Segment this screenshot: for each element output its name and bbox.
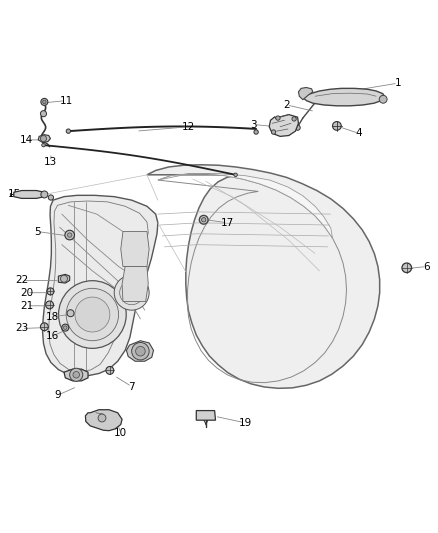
Text: 22: 22	[15, 276, 28, 286]
Ellipse shape	[295, 125, 300, 130]
Ellipse shape	[48, 195, 53, 200]
Ellipse shape	[67, 310, 74, 317]
Ellipse shape	[199, 215, 208, 224]
Polygon shape	[147, 165, 380, 389]
Polygon shape	[269, 115, 298, 136]
Polygon shape	[85, 410, 122, 431]
Ellipse shape	[62, 324, 69, 331]
Text: 13: 13	[44, 157, 57, 167]
Ellipse shape	[75, 297, 110, 332]
Ellipse shape	[276, 116, 280, 120]
Polygon shape	[127, 341, 153, 361]
Text: 21: 21	[20, 301, 34, 311]
Text: 10: 10	[114, 429, 127, 438]
Text: 9: 9	[54, 390, 61, 400]
Polygon shape	[14, 190, 44, 198]
Ellipse shape	[120, 281, 144, 305]
Ellipse shape	[70, 368, 83, 381]
Ellipse shape	[106, 367, 114, 374]
Ellipse shape	[42, 100, 46, 103]
Ellipse shape	[332, 122, 341, 130]
Ellipse shape	[136, 346, 145, 356]
Ellipse shape	[73, 372, 80, 378]
Ellipse shape	[41, 99, 48, 106]
Ellipse shape	[292, 117, 296, 121]
Polygon shape	[196, 410, 215, 420]
Ellipse shape	[65, 230, 74, 240]
Ellipse shape	[41, 191, 48, 198]
Ellipse shape	[64, 326, 67, 329]
Ellipse shape	[40, 111, 46, 117]
Ellipse shape	[66, 129, 71, 133]
Polygon shape	[298, 87, 313, 100]
Text: 3: 3	[251, 119, 257, 130]
Ellipse shape	[47, 288, 54, 295]
Ellipse shape	[42, 143, 45, 147]
Polygon shape	[122, 266, 148, 302]
Polygon shape	[58, 274, 70, 283]
Ellipse shape	[98, 414, 106, 422]
Ellipse shape	[114, 275, 149, 310]
Ellipse shape	[234, 173, 237, 176]
Text: 18: 18	[46, 312, 59, 322]
Ellipse shape	[67, 233, 72, 237]
Text: 11: 11	[60, 95, 73, 106]
Polygon shape	[42, 195, 158, 376]
Text: 7: 7	[128, 382, 135, 392]
Ellipse shape	[59, 281, 126, 349]
Text: 6: 6	[423, 262, 430, 271]
Text: 4: 4	[355, 128, 362, 139]
Text: 16: 16	[46, 332, 59, 341]
Text: 2: 2	[283, 100, 290, 110]
Text: 5: 5	[35, 227, 41, 237]
Ellipse shape	[201, 217, 206, 222]
Text: 1: 1	[395, 78, 401, 88]
Polygon shape	[158, 174, 332, 238]
Ellipse shape	[40, 135, 46, 142]
Ellipse shape	[46, 301, 53, 309]
Polygon shape	[121, 231, 149, 266]
Text: 20: 20	[20, 288, 33, 298]
Text: 12: 12	[182, 122, 195, 132]
Ellipse shape	[60, 275, 67, 282]
Text: 15: 15	[8, 189, 21, 199]
Text: 19: 19	[239, 418, 252, 428]
Polygon shape	[64, 369, 88, 381]
Ellipse shape	[379, 95, 387, 103]
Ellipse shape	[66, 288, 119, 341]
Text: 14: 14	[19, 135, 33, 145]
Text: 23: 23	[15, 324, 28, 334]
Polygon shape	[38, 135, 50, 142]
Ellipse shape	[254, 130, 258, 134]
Ellipse shape	[272, 130, 276, 134]
Ellipse shape	[132, 343, 149, 360]
Ellipse shape	[402, 263, 412, 272]
Ellipse shape	[40, 323, 48, 330]
Polygon shape	[302, 88, 385, 106]
Text: 17: 17	[221, 218, 234, 228]
